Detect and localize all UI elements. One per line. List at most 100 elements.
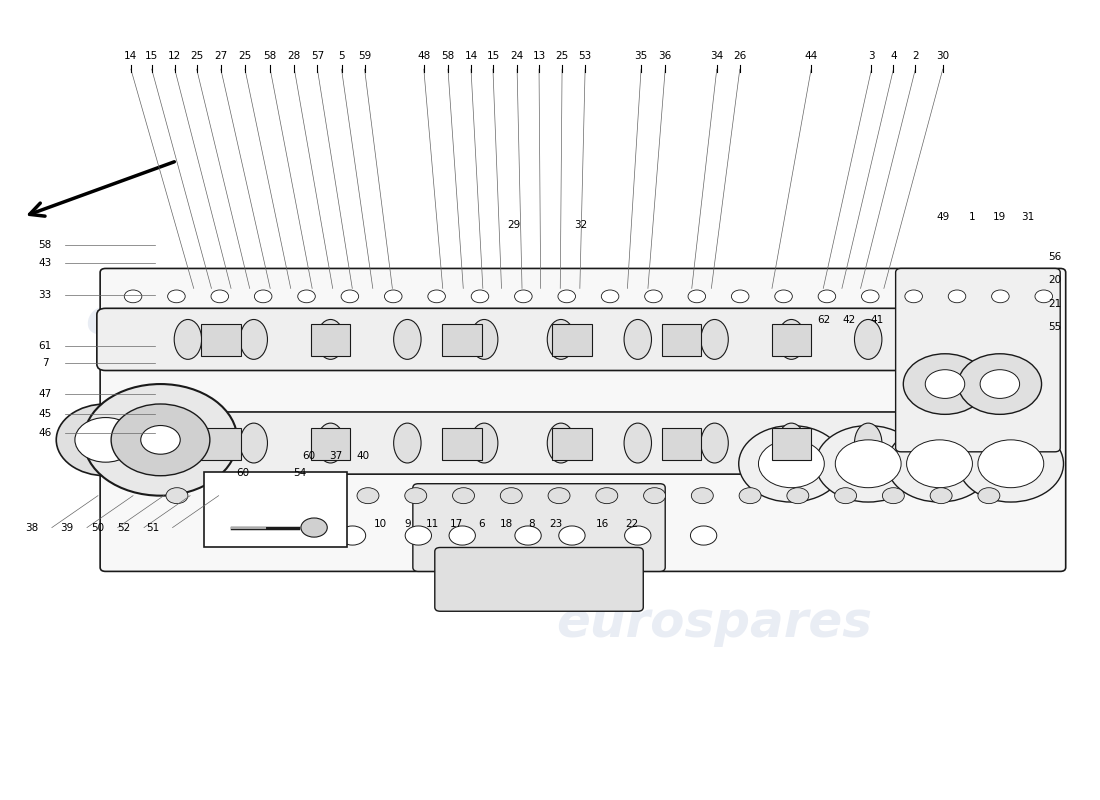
- Bar: [205, 472, 346, 547]
- Text: 35: 35: [635, 51, 648, 61]
- Circle shape: [500, 488, 522, 504]
- Circle shape: [141, 426, 180, 454]
- Circle shape: [262, 488, 284, 504]
- Text: 17: 17: [450, 518, 463, 529]
- Bar: [552, 428, 592, 460]
- Circle shape: [905, 290, 923, 302]
- Text: 51: 51: [146, 522, 160, 533]
- Text: 47: 47: [39, 389, 52, 398]
- Circle shape: [906, 440, 972, 488]
- Text: 13: 13: [532, 51, 546, 61]
- FancyBboxPatch shape: [412, 484, 666, 571]
- Circle shape: [452, 488, 474, 504]
- Text: 5: 5: [338, 51, 344, 61]
- Circle shape: [978, 488, 1000, 504]
- FancyBboxPatch shape: [895, 269, 1060, 452]
- Text: 58: 58: [39, 240, 52, 250]
- Circle shape: [925, 370, 965, 398]
- Ellipse shape: [174, 423, 201, 463]
- Circle shape: [471, 290, 488, 302]
- Ellipse shape: [548, 423, 574, 463]
- Text: 55: 55: [1048, 322, 1062, 332]
- Circle shape: [739, 426, 844, 502]
- Circle shape: [978, 440, 1044, 488]
- Circle shape: [558, 290, 575, 302]
- Text: 53: 53: [579, 51, 592, 61]
- Circle shape: [958, 354, 1042, 414]
- Text: 61: 61: [39, 341, 52, 350]
- Text: 62: 62: [817, 315, 830, 326]
- Circle shape: [958, 426, 1064, 502]
- Circle shape: [124, 290, 142, 302]
- Text: 44: 44: [804, 51, 817, 61]
- Text: 58: 58: [441, 51, 454, 61]
- Text: 32: 32: [574, 220, 587, 230]
- Bar: [662, 428, 702, 460]
- Text: eurospares: eurospares: [85, 296, 400, 344]
- Ellipse shape: [548, 319, 574, 359]
- Circle shape: [882, 488, 904, 504]
- Ellipse shape: [471, 423, 498, 463]
- Text: 15: 15: [145, 51, 158, 61]
- Circle shape: [211, 290, 229, 302]
- Ellipse shape: [174, 319, 201, 359]
- Circle shape: [405, 488, 427, 504]
- Circle shape: [732, 290, 749, 302]
- Circle shape: [903, 354, 987, 414]
- Text: 12: 12: [168, 51, 182, 61]
- Circle shape: [301, 518, 328, 537]
- Text: 14: 14: [124, 51, 138, 61]
- Text: 3: 3: [868, 51, 875, 61]
- Circle shape: [602, 290, 619, 302]
- Text: 46: 46: [39, 428, 52, 438]
- Text: 58: 58: [264, 51, 277, 61]
- FancyBboxPatch shape: [434, 547, 644, 611]
- Circle shape: [644, 488, 666, 504]
- Circle shape: [56, 404, 155, 476]
- Text: 39: 39: [60, 522, 74, 533]
- Text: 28: 28: [288, 51, 301, 61]
- Text: 37: 37: [329, 451, 343, 461]
- FancyBboxPatch shape: [100, 269, 1066, 571]
- Ellipse shape: [394, 423, 421, 463]
- Circle shape: [786, 488, 808, 504]
- Bar: [311, 324, 350, 356]
- Bar: [442, 428, 482, 460]
- Circle shape: [645, 290, 662, 302]
- Text: 60: 60: [302, 451, 316, 461]
- Circle shape: [296, 526, 322, 545]
- Text: 25: 25: [190, 51, 204, 61]
- Circle shape: [405, 526, 431, 545]
- Circle shape: [688, 290, 705, 302]
- Circle shape: [818, 290, 836, 302]
- Text: 52: 52: [118, 522, 131, 533]
- Ellipse shape: [701, 319, 728, 359]
- Circle shape: [309, 488, 331, 504]
- Text: 25: 25: [239, 51, 252, 61]
- Text: 1: 1: [969, 212, 976, 222]
- Text: 9: 9: [404, 518, 410, 529]
- Circle shape: [774, 290, 792, 302]
- Ellipse shape: [624, 423, 651, 463]
- Circle shape: [213, 488, 235, 504]
- Text: 34: 34: [711, 51, 724, 61]
- Text: 25: 25: [556, 51, 569, 61]
- Circle shape: [625, 526, 651, 545]
- Text: 27: 27: [214, 51, 228, 61]
- Circle shape: [596, 488, 618, 504]
- Bar: [201, 324, 241, 356]
- Circle shape: [980, 370, 1020, 398]
- Circle shape: [515, 526, 541, 545]
- Ellipse shape: [240, 319, 267, 359]
- Circle shape: [428, 290, 446, 302]
- Text: 48: 48: [417, 51, 430, 61]
- Ellipse shape: [394, 319, 421, 359]
- Circle shape: [548, 488, 570, 504]
- Bar: [771, 428, 811, 460]
- Circle shape: [111, 404, 210, 476]
- Text: 16: 16: [596, 518, 609, 529]
- Circle shape: [449, 526, 475, 545]
- Ellipse shape: [471, 319, 498, 359]
- Text: 59: 59: [358, 51, 371, 61]
- Circle shape: [815, 426, 921, 502]
